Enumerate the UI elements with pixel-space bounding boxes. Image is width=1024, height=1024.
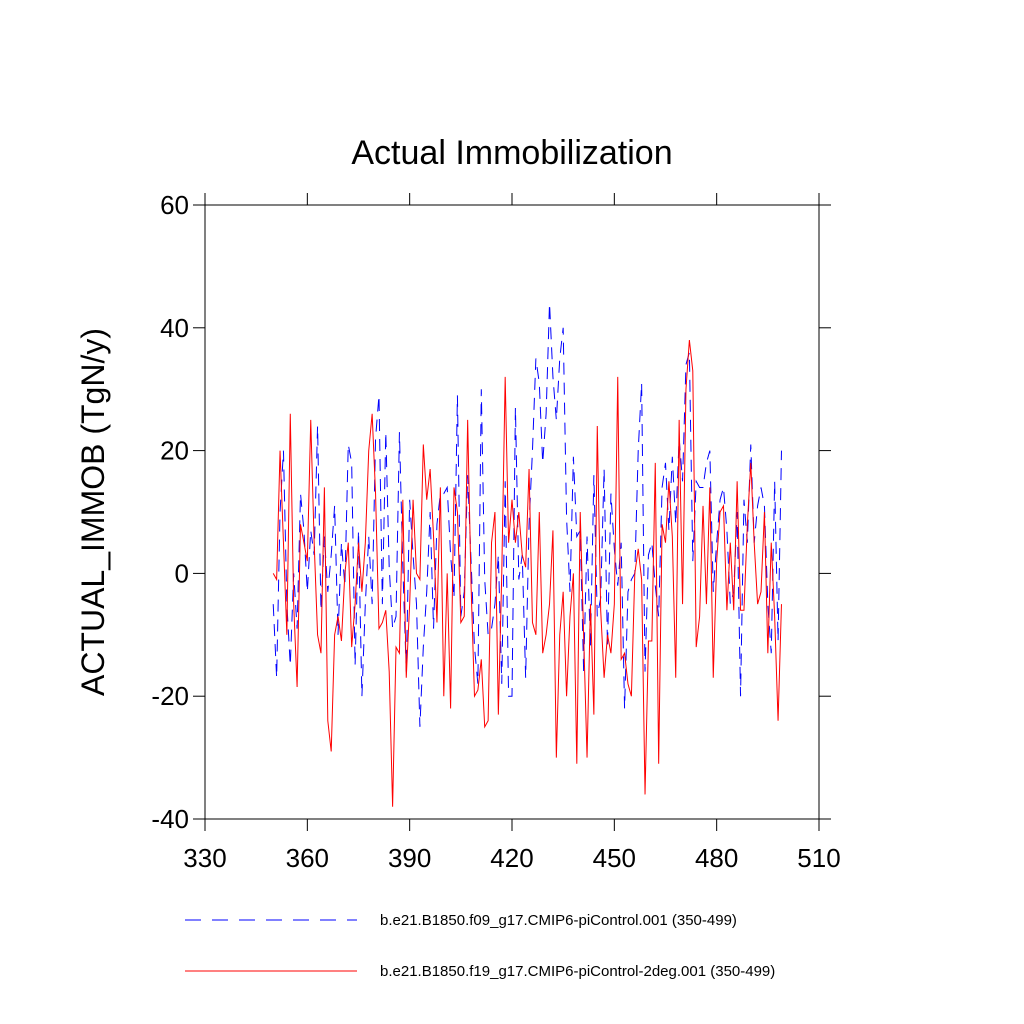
x-tick-label: 420 <box>490 843 533 873</box>
plot-frame <box>204 204 820 820</box>
y-tick-label: 20 <box>160 436 189 466</box>
series-line <box>272 340 782 807</box>
legend-label: b.e21.B1850.f09_g17.CMIP6-piControl.001 … <box>380 912 737 929</box>
x-tick-label: 510 <box>797 843 840 873</box>
legend-label: b.e21.B1850.f19_g17.CMIP6-piControl-2deg… <box>380 963 775 980</box>
x-tick-label: 330 <box>183 843 226 873</box>
y-tick-label: -20 <box>151 681 189 711</box>
y-tick-label: 60 <box>160 190 189 220</box>
y-axis-label: ACTUAL_IMMOB (TgN/y) <box>75 328 111 696</box>
x-tick-label: 360 <box>286 843 329 873</box>
x-tick-label: 480 <box>695 843 738 873</box>
y-tick-label: 0 <box>175 558 189 588</box>
y-tick-label: 40 <box>160 313 189 343</box>
x-tick-label: 450 <box>593 843 636 873</box>
chart-title: Actual Immobilization <box>351 134 672 172</box>
y-tick-label: -40 <box>151 804 189 834</box>
x-tick-label: 390 <box>388 843 431 873</box>
